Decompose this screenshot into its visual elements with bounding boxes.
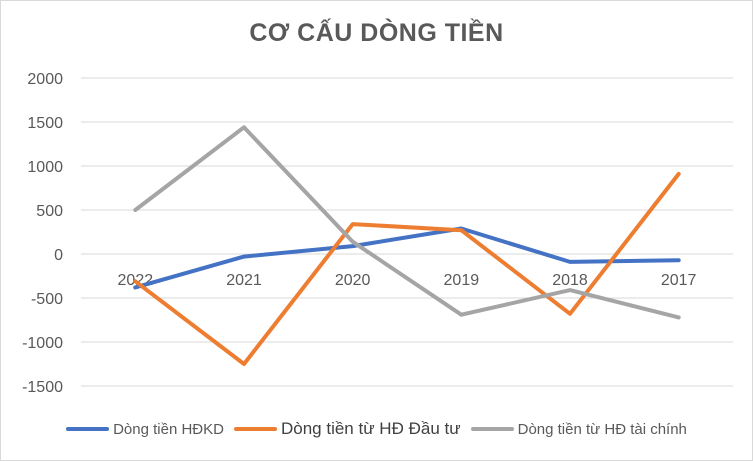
series-line-0 bbox=[133, 226, 681, 290]
y-tick-label: -1500 bbox=[22, 379, 63, 396]
y-tick-label: 2000 bbox=[27, 71, 63, 88]
y-tick-label: 0 bbox=[54, 247, 63, 264]
y-tick-label: 1000 bbox=[27, 159, 63, 176]
x-tick-label: 2021 bbox=[226, 272, 262, 289]
legend-item-dau-tu: Dòng tiền từ HĐ Đầu tư bbox=[233, 419, 461, 439]
y-tick-labels: 2000 1500 1000 500 0 -500 -1000 -1500 bbox=[22, 71, 63, 396]
x-tick-label: 2018 bbox=[552, 272, 588, 289]
y-tick-label: 500 bbox=[36, 203, 63, 220]
series-line-1 bbox=[133, 171, 681, 366]
legend-swatch-tai-chinh bbox=[470, 427, 514, 431]
legend: Dòng tiền HĐKD Dòng tiền từ HĐ Đầu tư Dò… bbox=[1, 419, 752, 439]
chart-title: CƠ CẤU DÒNG TIỀN bbox=[249, 19, 504, 47]
series-line-2 bbox=[133, 125, 681, 320]
series-lines bbox=[133, 125, 681, 366]
x-tick-label: 2019 bbox=[444, 272, 480, 289]
gridlines bbox=[81, 77, 733, 387]
x-tick-label: 2020 bbox=[335, 272, 371, 289]
legend-item-hdkd: Dòng tiền HĐKD bbox=[66, 421, 224, 438]
y-tick-label: 1500 bbox=[27, 115, 63, 132]
legend-label-tai-chinh: Dòng tiền từ HĐ tài chính bbox=[517, 420, 687, 438]
legend-item-tai-chinh: Dòng tiền từ HĐ tài chính bbox=[470, 420, 687, 438]
y-tick-label: -500 bbox=[31, 291, 63, 308]
legend-label-hdkd: Dòng tiền HĐKD bbox=[113, 420, 224, 438]
legend-swatch-dau-tu bbox=[233, 427, 277, 431]
legend-swatch-hdkd bbox=[66, 427, 110, 431]
y-tick-label: -1000 bbox=[22, 335, 63, 352]
x-tick-label: 2017 bbox=[661, 272, 697, 289]
legend-label-dau-tu: Dòng tiền từ HĐ Đầu tư bbox=[280, 419, 461, 438]
